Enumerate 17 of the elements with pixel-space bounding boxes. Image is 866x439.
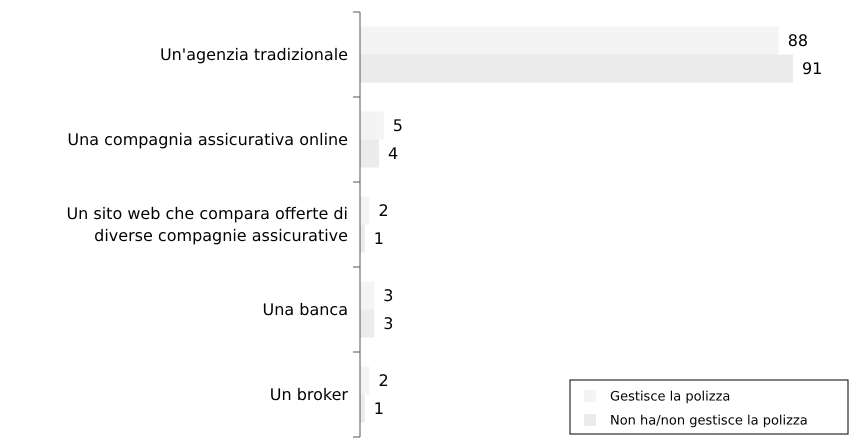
y-tick-label: Un sito web che compara offerte di diverse compagnie assicurative [66,204,348,246]
data-label: 3 [383,314,394,334]
data-label: 3 [383,286,394,306]
data-label: 2 [378,371,389,390]
y-tick-label: Una compagnia assicurativa online [67,130,348,150]
y-tick-label: Un broker [270,385,348,404]
y-tick-label: Un'agenzia tradizionale [160,45,348,64]
y-tick-label: Una banca [262,300,348,320]
legend-label: Non ha/non gestisce la polizza [610,414,808,429]
legend-label: Gestisce la polizza [610,390,730,405]
data-label: 1 [374,229,384,248]
data-label: 91 [802,59,822,78]
data-label: 4 [388,144,398,164]
data-label: 2 [378,201,389,220]
data-label: 1 [374,399,384,418]
data-label: 88 [788,31,808,50]
data-label: 5 [392,116,403,136]
